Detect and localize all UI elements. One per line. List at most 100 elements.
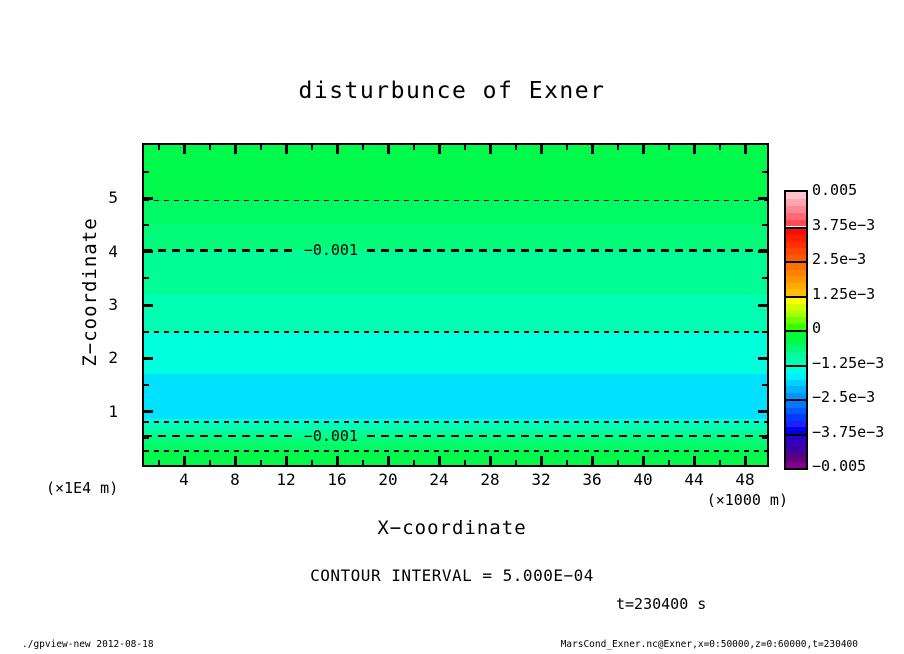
colorbar-step xyxy=(786,435,806,442)
colorbar-step xyxy=(786,228,806,235)
colorbar-block xyxy=(786,364,806,399)
plot-canvas: −0.001 −0.001 xyxy=(142,143,769,467)
fill-band xyxy=(144,331,767,375)
colorbar-step xyxy=(786,448,806,455)
axis-tick xyxy=(667,145,670,150)
fill-band xyxy=(144,224,767,251)
colorbar-block xyxy=(786,433,806,468)
fill-band xyxy=(144,200,767,225)
colorbar-step xyxy=(786,386,806,393)
contour-line xyxy=(144,421,767,423)
fill-band xyxy=(144,423,767,431)
y-tick-label: 3 xyxy=(108,295,118,314)
axis-tick xyxy=(463,145,466,150)
colorbar-tick-label: 0 xyxy=(812,319,822,337)
fill-band xyxy=(144,250,767,296)
colorbar-block xyxy=(786,192,806,227)
axis-tick xyxy=(412,145,415,150)
axis-tick xyxy=(144,250,153,254)
axis-tick xyxy=(208,460,211,465)
x-tick-label: 44 xyxy=(684,470,704,489)
axis-tick xyxy=(463,460,466,465)
contour-line xyxy=(144,199,767,202)
axis-tick xyxy=(144,170,149,173)
x-tick-label: 48 xyxy=(735,470,755,489)
axis-tick xyxy=(762,170,767,173)
x-tick-label: 8 xyxy=(230,470,240,489)
colorbar-tick-label: 3.75e−3 xyxy=(812,215,876,234)
axis-tick xyxy=(718,460,721,465)
axis-tick xyxy=(182,145,186,154)
colorbar-step xyxy=(786,282,806,289)
x-tick-label: 32 xyxy=(531,470,551,489)
colorbar-step xyxy=(786,427,806,434)
colorbar-tick-label: 0.005 xyxy=(812,181,858,199)
axis-tick xyxy=(758,250,767,254)
fill-band xyxy=(144,145,767,201)
axis-tick xyxy=(514,460,517,465)
y-tick-label: 4 xyxy=(108,241,118,261)
colorbar-step xyxy=(786,345,806,352)
axis-tick xyxy=(616,460,619,465)
colorbar-step xyxy=(786,219,806,227)
axis-tick xyxy=(590,145,594,154)
axis-tick xyxy=(616,145,619,150)
axis-tick xyxy=(437,456,441,465)
colorbar-block xyxy=(786,399,806,434)
colorbar-block xyxy=(786,295,806,330)
axis-tick xyxy=(144,437,149,440)
colorbar-step xyxy=(786,455,806,462)
axis-tick xyxy=(310,460,313,465)
colorbar-tick-label: −0.005 xyxy=(812,457,867,475)
axis-tick xyxy=(335,145,339,154)
colorbar-step xyxy=(786,420,806,427)
axis-tick xyxy=(310,145,313,150)
colorbar-step xyxy=(786,358,806,365)
colorbar-tick-label: −3.75e−3 xyxy=(812,422,885,441)
colorbar-step xyxy=(786,254,806,261)
axis-tick xyxy=(758,303,767,307)
axis-tick xyxy=(565,460,568,465)
plot-title: disturbunce of Exner xyxy=(298,78,606,104)
x-tick-label: 24 xyxy=(429,470,449,489)
footer-left: ./gpview-new 2012-08-18 xyxy=(22,639,154,650)
axis-tick xyxy=(488,145,492,154)
axis-tick xyxy=(208,145,211,150)
colorbar-tick-label: −2.5e−3 xyxy=(812,388,876,406)
axis-tick xyxy=(259,145,262,150)
x-tick-label: 40 xyxy=(633,470,653,489)
colorbar-step xyxy=(786,235,806,242)
axis-tick xyxy=(144,410,153,414)
colorbar-step xyxy=(786,414,806,421)
axis-tick xyxy=(565,145,568,150)
y-tick-label: 5 xyxy=(108,188,118,208)
fill-band xyxy=(144,444,767,452)
colorbar-tick-label: 2.5e−3 xyxy=(812,250,867,268)
axis-tick xyxy=(762,330,767,333)
axis-tick xyxy=(284,145,288,154)
axis-tick xyxy=(386,145,390,154)
colorbar-step xyxy=(786,351,806,358)
colorbar-step xyxy=(786,269,806,276)
axis-tick xyxy=(641,145,645,154)
axis-tick xyxy=(692,456,696,465)
fill-band xyxy=(144,430,767,438)
footer-right: MarsCond_Exner.nc@Exner,x=0:50000,z=0:60… xyxy=(560,639,858,650)
fill-band xyxy=(144,451,767,465)
axis-tick xyxy=(488,456,492,465)
contour-label: −0.001 xyxy=(303,427,358,446)
colorbar-block xyxy=(786,226,806,261)
x-tick-label: 12 xyxy=(276,470,296,489)
colorbar-step xyxy=(786,310,806,317)
colorbar-step xyxy=(786,461,806,468)
axis-tick xyxy=(412,460,415,465)
x-tick-label: 28 xyxy=(480,470,500,489)
colorbar-step xyxy=(786,338,806,345)
colorbar-step xyxy=(786,401,806,408)
y-axis-label: Z−coordinate xyxy=(79,217,101,367)
axis-tick xyxy=(144,196,153,200)
axis-tick xyxy=(284,456,288,465)
contour-line xyxy=(366,434,767,438)
axis-tick xyxy=(144,384,149,386)
axis-tick xyxy=(667,460,670,465)
